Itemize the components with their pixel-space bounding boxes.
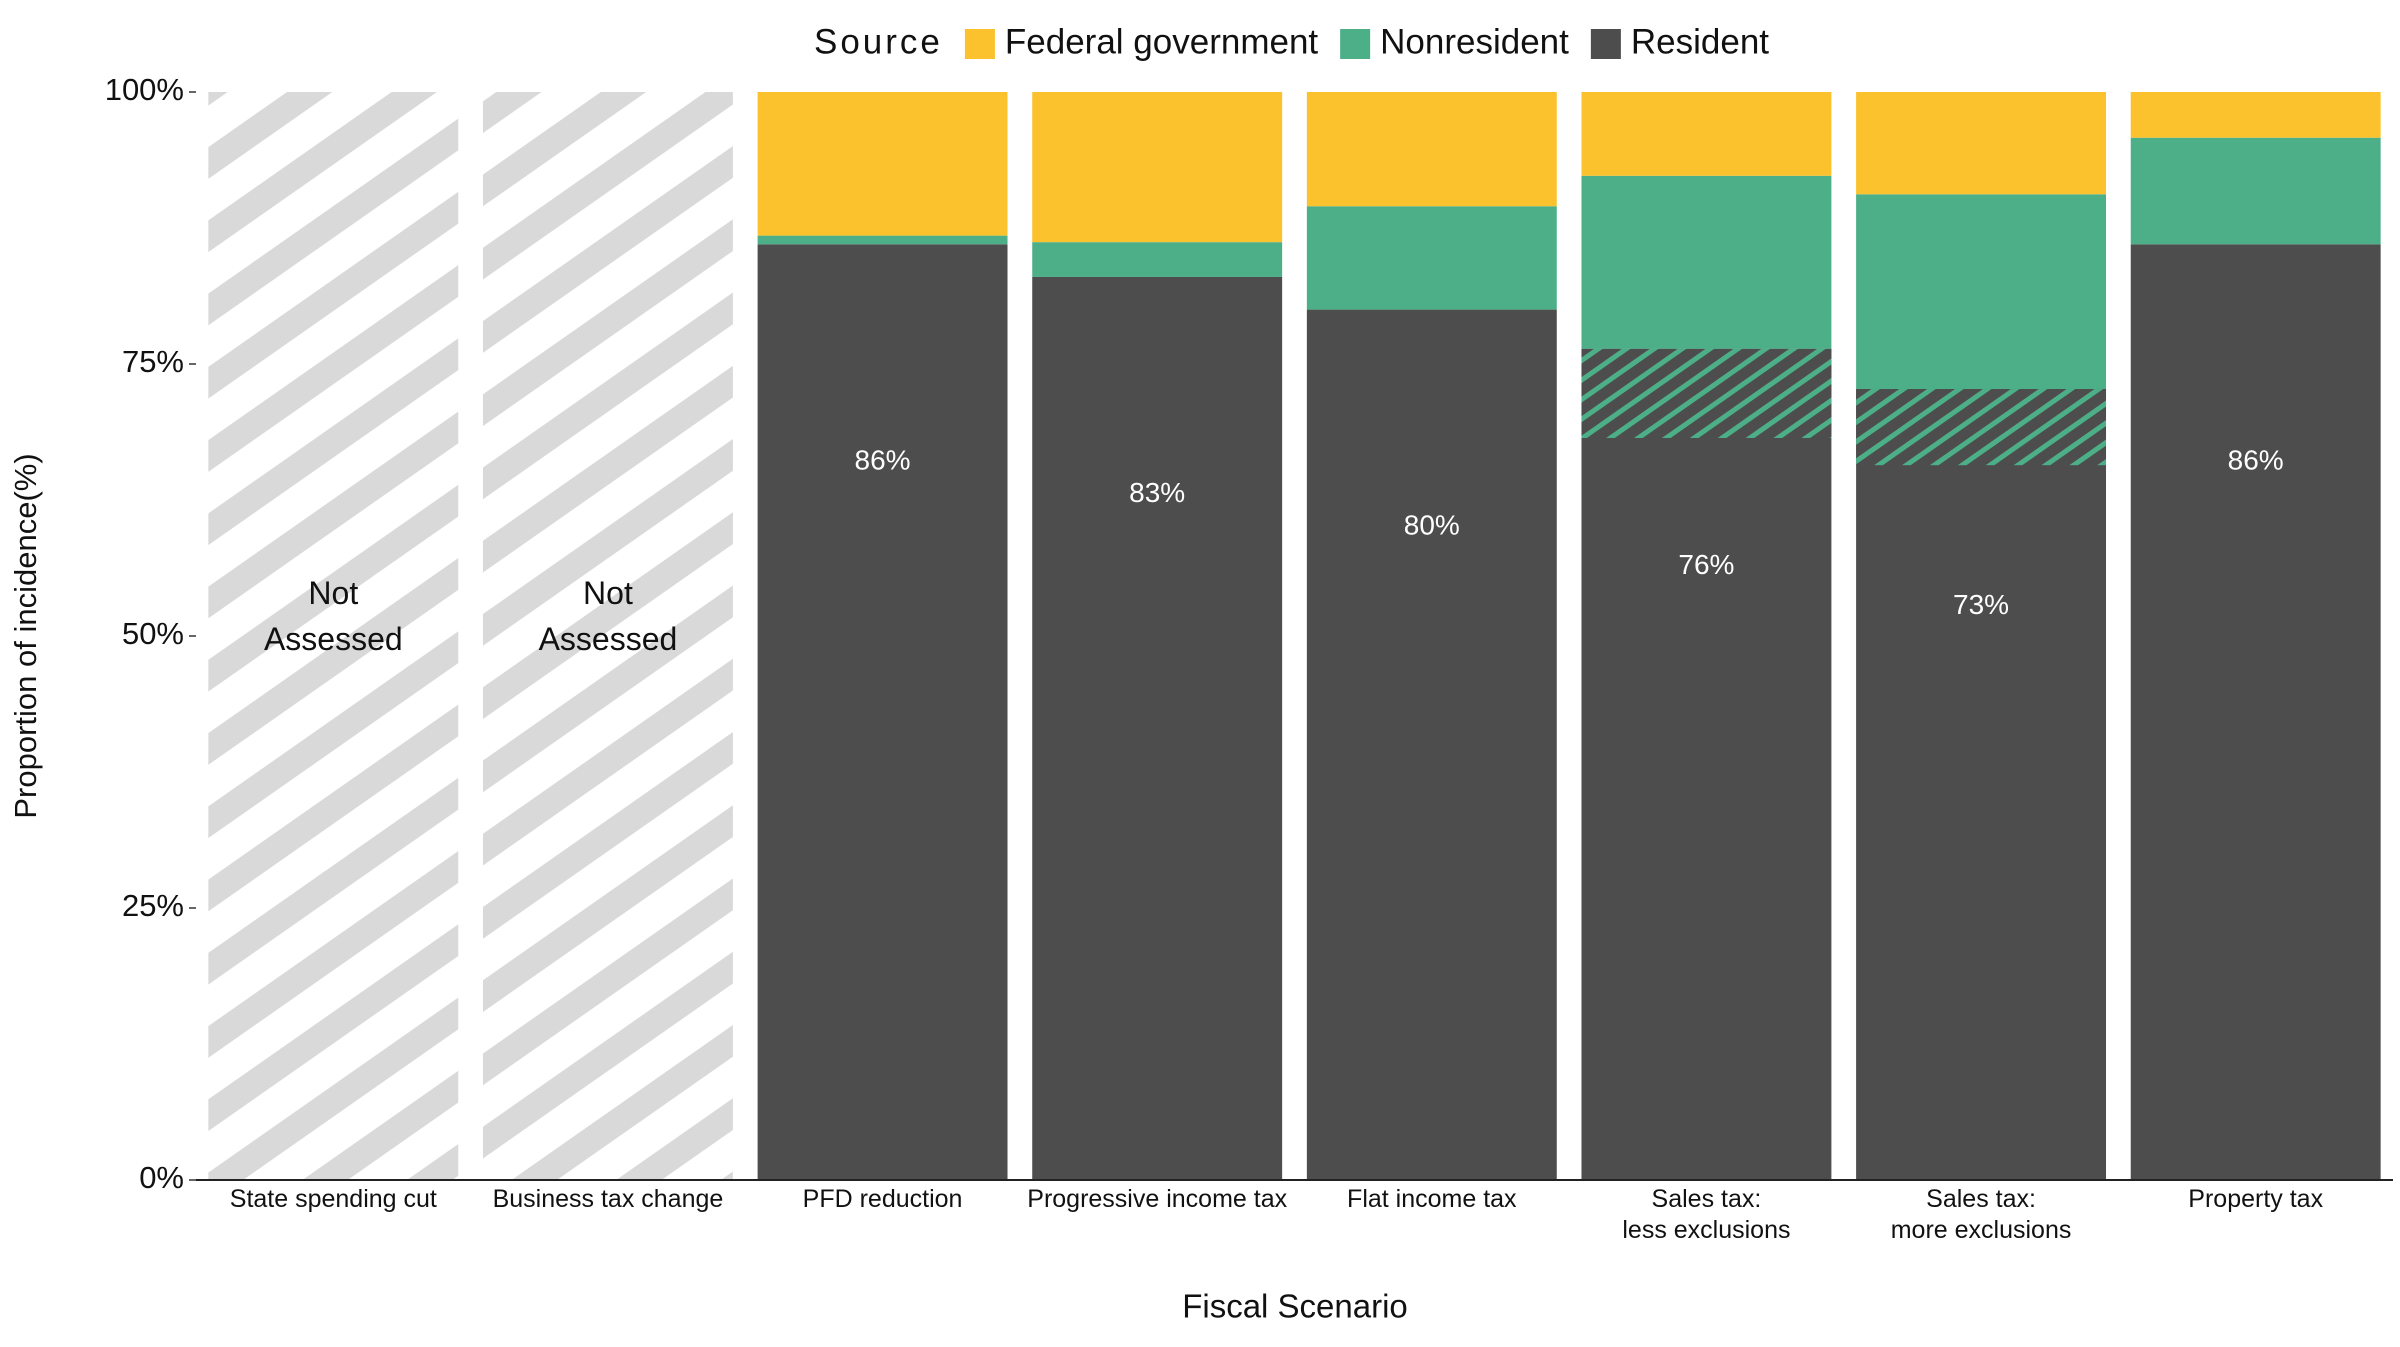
bar-segment bbox=[2130, 244, 2381, 1180]
bar-segment bbox=[757, 92, 1008, 236]
bar-segment bbox=[1032, 92, 1283, 243]
bar-segment bbox=[1032, 276, 1283, 1181]
x-tick-label: Flat income tax bbox=[1347, 1185, 1517, 1213]
bar-segment bbox=[2130, 137, 2381, 245]
overlap-hatch bbox=[1581, 348, 1832, 438]
not-assessed-area bbox=[208, 92, 459, 1180]
not-assessed-label: Not Assessed bbox=[263, 575, 403, 657]
bar-segment bbox=[1306, 206, 1557, 310]
value-label: 76% bbox=[1678, 549, 1734, 580]
y-tick-label: 0% bbox=[139, 1160, 184, 1195]
bar-segment bbox=[1581, 92, 1832, 176]
x-tick-label: Property tax bbox=[2188, 1185, 2324, 1213]
value-label: 83% bbox=[1129, 477, 1185, 508]
legend-label: Resident bbox=[1631, 22, 1769, 61]
not-assessed-label-box: Not Assessed bbox=[263, 575, 403, 657]
x-tick-label-box: Property tax bbox=[2188, 1185, 2324, 1213]
bar-segment bbox=[1032, 242, 1283, 277]
not-assessed-area bbox=[482, 92, 733, 1180]
legend-title: Source bbox=[814, 22, 943, 61]
x-tick-label-box: State spending cut bbox=[229, 1185, 437, 1213]
y-tick-label: 100% bbox=[105, 72, 184, 107]
x-tick-label-box: Flat income tax bbox=[1347, 1185, 1517, 1213]
bar-segment bbox=[1856, 389, 2107, 1180]
bar-segment bbox=[1581, 175, 1832, 349]
y-tick-label: 25% bbox=[122, 888, 184, 923]
x-tick-label-box: Sales tax: less exclusions bbox=[1622, 1185, 1791, 1244]
not-assessed-label: Not Assessed bbox=[538, 575, 678, 657]
x-tick-label-box: Business tax change bbox=[492, 1185, 724, 1213]
y-tick-label: 75% bbox=[122, 344, 184, 379]
x-tick-label: Sales tax: less exclusions bbox=[1622, 1185, 1791, 1244]
value-label: 86% bbox=[2228, 444, 2284, 475]
legend-label: Federal government bbox=[1005, 22, 1318, 61]
x-axis-title: Fiscal Scenario bbox=[1182, 1288, 1408, 1325]
value-label: 86% bbox=[855, 444, 911, 475]
bar-segment bbox=[1581, 348, 1832, 1180]
bar-segment bbox=[757, 235, 1008, 245]
bar-segment bbox=[1856, 194, 2107, 390]
value-label: 80% bbox=[1404, 510, 1460, 541]
legend-swatch bbox=[964, 29, 995, 59]
bar-segment bbox=[1306, 92, 1557, 207]
legend-swatch bbox=[1340, 29, 1371, 59]
x-tick-label: Sales tax: more exclusions bbox=[1890, 1185, 2072, 1244]
bar-segment bbox=[1856, 92, 2107, 195]
legend-swatch bbox=[1590, 29, 1621, 59]
not-assessed-label-box: Not Assessed bbox=[538, 575, 678, 657]
overlap-hatch bbox=[1856, 389, 2107, 466]
x-tick-label: Business tax change bbox=[492, 1185, 724, 1213]
x-tick-label: State spending cut bbox=[229, 1185, 437, 1213]
y-tick-label: 50% bbox=[122, 616, 184, 651]
bar-segment bbox=[757, 244, 1008, 1180]
x-tick-label-box: Progressive income tax bbox=[1027, 1185, 1288, 1213]
bar-segment bbox=[2130, 92, 2381, 138]
y-axis-title: Proportion of incidence(%) bbox=[8, 453, 43, 818]
bar-segment bbox=[1306, 309, 1557, 1181]
x-tick-label-box: Sales tax: more exclusions bbox=[1890, 1185, 2072, 1244]
x-tick-label: Progressive income tax bbox=[1027, 1185, 1288, 1213]
x-tick-label-box: PFD reduction bbox=[802, 1185, 963, 1213]
legend-label: Nonresident bbox=[1380, 22, 1569, 61]
value-label: 73% bbox=[1953, 589, 2009, 620]
x-tick-label: PFD reduction bbox=[802, 1185, 963, 1213]
